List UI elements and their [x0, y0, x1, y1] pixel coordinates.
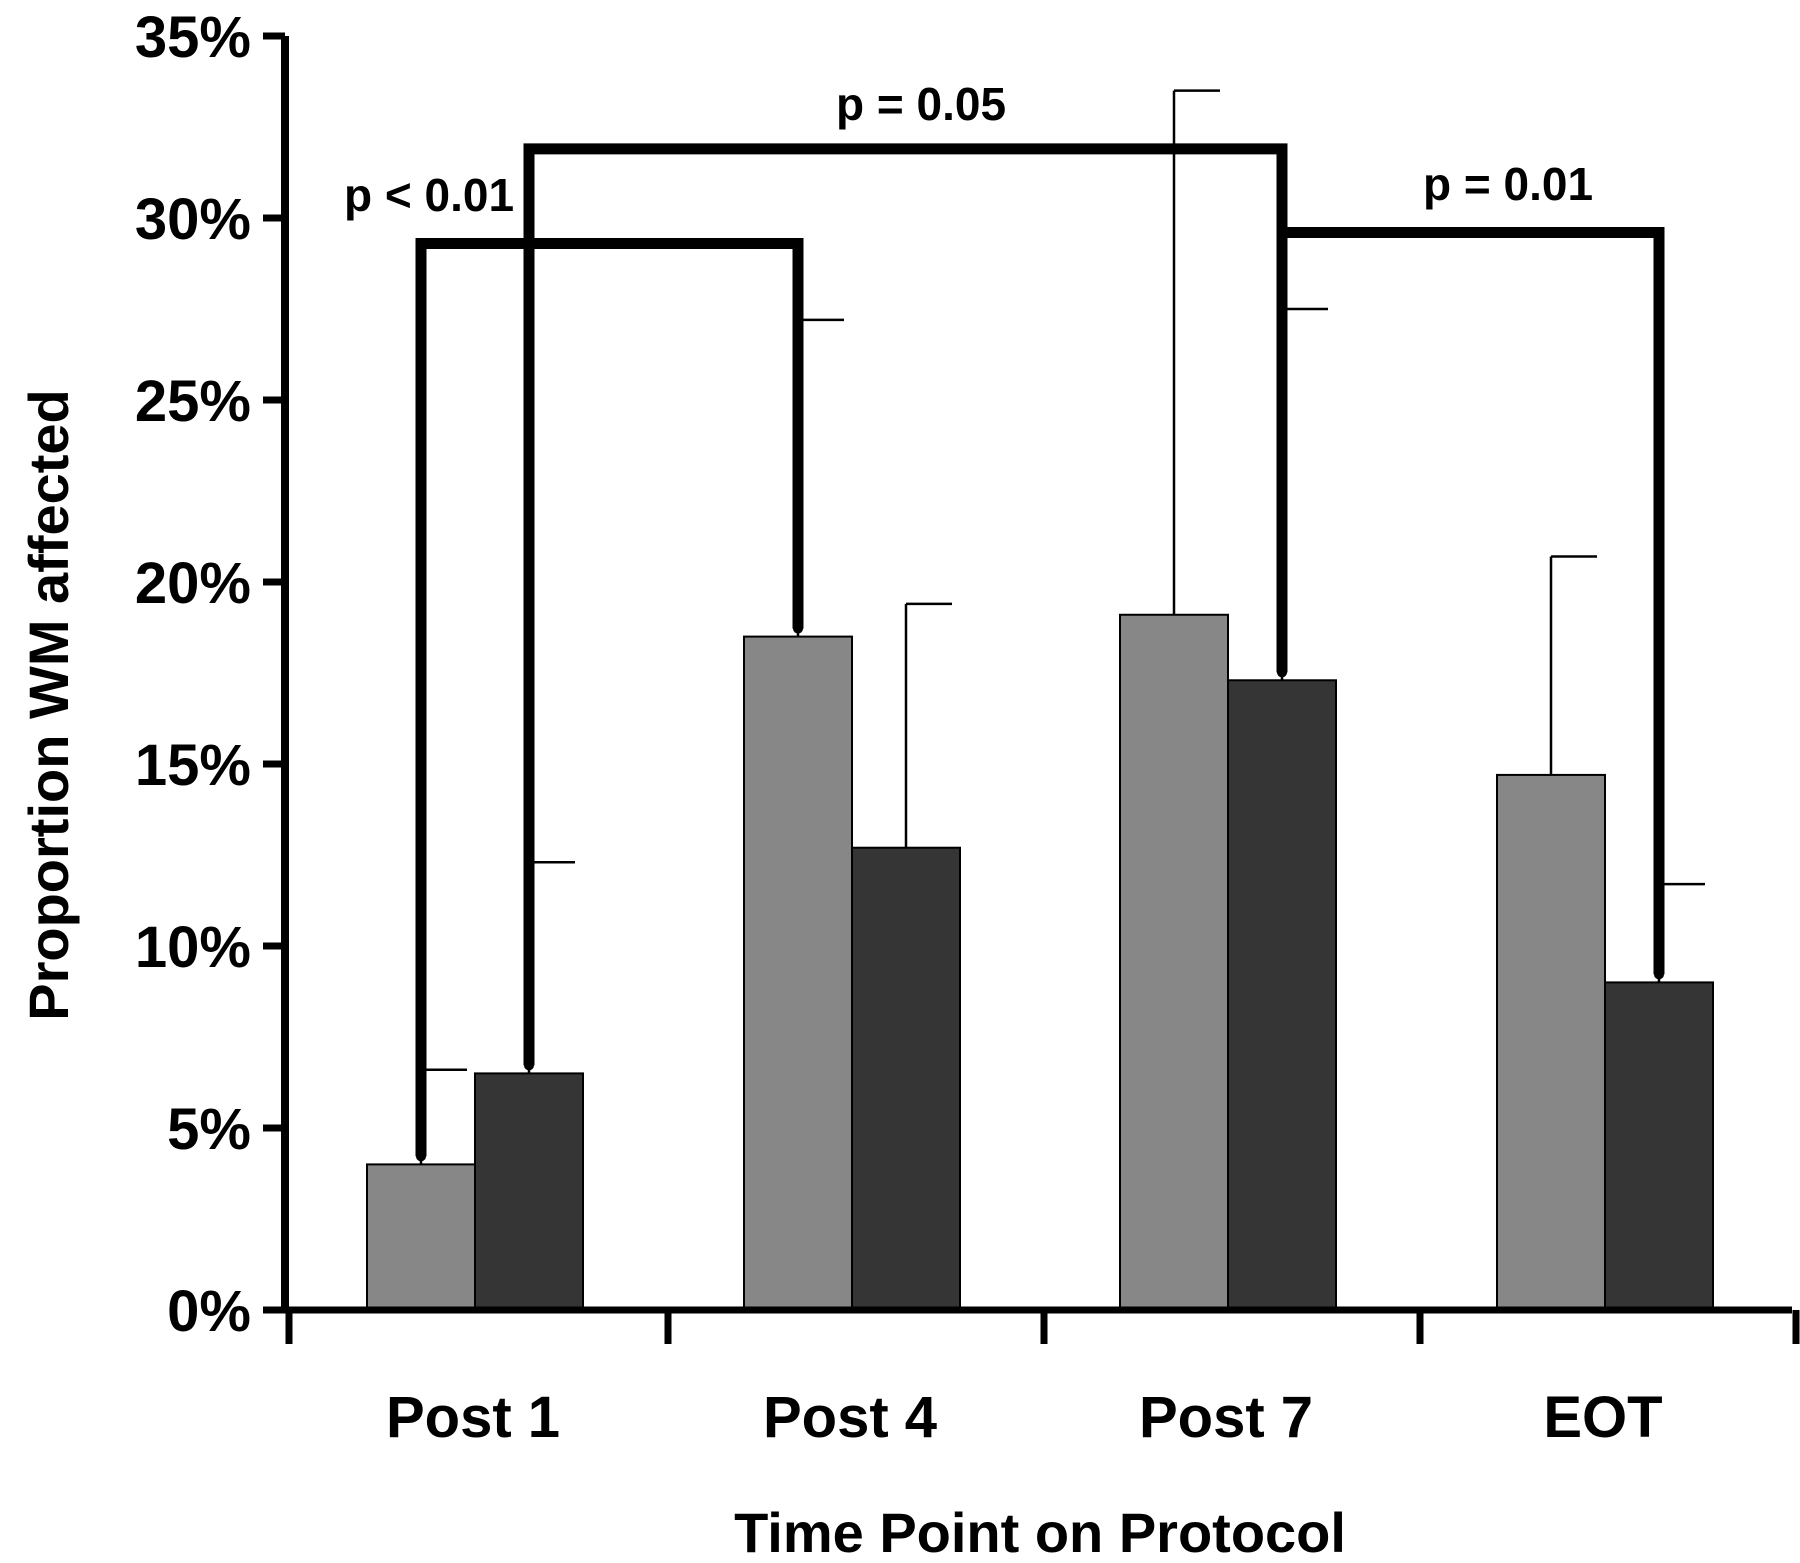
x-tick-label: EOT	[1543, 1385, 1662, 1450]
x-ticks-layer: Post 1 Post 4 Post 7 EOT	[289, 1310, 1796, 1450]
bar	[1228, 680, 1336, 1310]
y-tick-label: 30%	[135, 187, 251, 252]
significance-label: p = 0.05	[836, 78, 1006, 130]
bracket-end-dot	[524, 1060, 534, 1070]
significance-bracket	[421, 243, 798, 1156]
x-axis-title: Time Point on Protocol	[734, 1501, 1346, 1563]
y-tick-label: 10%	[135, 915, 251, 980]
bracket-end-dot	[1277, 667, 1287, 677]
bar-chart: 0%5%10%15%20%25%30%35% Post 1Post 4Post …	[0, 0, 1800, 1563]
y-tick-label: 35%	[135, 5, 251, 70]
y-tick-label: 0%	[167, 1279, 251, 1344]
bar	[852, 848, 960, 1310]
bar	[744, 637, 852, 1310]
bracket-end-dot	[1654, 969, 1664, 979]
bars-layer	[367, 615, 1713, 1310]
bracket-end-dot	[416, 1151, 426, 1161]
bar	[1497, 775, 1605, 1310]
bar	[1120, 615, 1228, 1310]
x-tick-label: Post 7	[1139, 1385, 1313, 1450]
y-tick-label: 15%	[135, 733, 251, 798]
bar	[367, 1164, 475, 1310]
significance-label: p = 0.01	[1423, 158, 1593, 210]
significance-brackets-layer: p < 0.01 p = 0.05 p = 0.01	[344, 78, 1664, 1161]
y-tick-label: 5%	[167, 1097, 251, 1162]
x-tick-label: Post 4	[763, 1385, 937, 1450]
x-tick-label: Post 1	[386, 1385, 560, 1450]
bar	[1605, 982, 1713, 1310]
significance-label: p < 0.01	[344, 169, 514, 221]
y-tick-label: 25%	[135, 369, 251, 434]
bar	[475, 1073, 583, 1310]
bracket-end-dot	[793, 624, 803, 634]
y-ticks-layer: 0% 5% 10% 15% 20% 25% 30% 35%	[135, 5, 285, 1344]
y-tick-label: 20%	[135, 551, 251, 616]
y-axis-title: Proportion WM affected	[17, 389, 80, 1021]
